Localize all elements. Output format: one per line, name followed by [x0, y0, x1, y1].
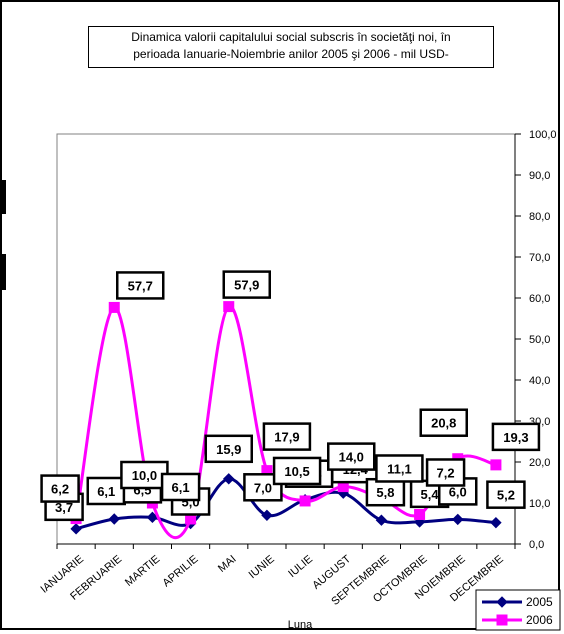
data-label-text: 10,5: [284, 464, 309, 479]
data-label-box: [160, 472, 201, 502]
data-label-text: 11,1: [387, 461, 412, 476]
y-tick-label: 50,0: [529, 334, 550, 346]
y-tick-label: 40,0: [529, 375, 550, 387]
data-point-2006: [108, 301, 120, 313]
data-label-box: [491, 422, 541, 452]
data-label: 10,5: [272, 456, 322, 486]
y-tick-label: 80,0: [529, 211, 550, 223]
series-line-2006: [74, 305, 497, 540]
legend-marker-2005: [496, 596, 508, 608]
y-tick-label: 100,0: [529, 129, 557, 141]
data-label-text: 15,9: [216, 442, 241, 457]
data-label: 14,0: [327, 442, 376, 471]
data-label-box: [243, 473, 283, 502]
x-tick-label: IULIE: [286, 553, 315, 580]
data-label-text: 57,9: [234, 278, 259, 293]
x-tick-label: APRILIE: [160, 553, 200, 589]
data-label: 20,8: [419, 408, 468, 437]
data-point-2005: [452, 513, 464, 526]
data-label-text: 19,3: [503, 430, 528, 445]
chart-title-line-1: Dinamica valorii capitalului social subs…: [131, 30, 451, 44]
data-label: 5,8: [365, 477, 406, 507]
legend-label-2005: 2005: [526, 595, 553, 609]
legend-label-2006: 2006: [526, 613, 553, 627]
legend-box: [475, 589, 561, 631]
data-label: 19,3: [491, 422, 541, 452]
data-point-2006: [490, 459, 502, 471]
data-label-box: [419, 408, 468, 437]
data-label: 7,0: [243, 473, 283, 502]
y-tick-label: 70,0: [529, 252, 550, 264]
data-label: 6,1: [160, 472, 201, 502]
data-label-box: [204, 434, 253, 464]
data-point-2006: [223, 301, 235, 313]
legend-marker-2006: [496, 614, 508, 626]
data-label-text: 5,2: [497, 488, 515, 503]
data-label: 57,7: [116, 271, 165, 300]
data-label-text: 6,1: [97, 484, 115, 499]
y-tick-label: 10,0: [529, 498, 550, 510]
data-point-2005: [490, 516, 502, 529]
y-tick-label: 90,0: [529, 170, 550, 182]
data-point-2006: [414, 508, 426, 520]
data-label: 6,1: [86, 476, 126, 506]
data-label-box: [262, 422, 312, 451]
data-label-text: 5,4: [421, 487, 440, 502]
data-label: 17,9: [262, 422, 312, 451]
chart-title-line-2: perioada Ianuarie-Noiembrie anilor 2005 …: [133, 47, 449, 61]
data-label: 11,1: [375, 454, 424, 483]
data-label-box: [486, 480, 526, 509]
chart-title: Dinamica valorii capitalului social subs…: [88, 26, 494, 68]
data-label-box: [375, 454, 424, 483]
data-label-box: [86, 476, 126, 506]
data-point-2006: [299, 495, 311, 507]
edge-mark: [2, 180, 6, 214]
data-label-text: 7,0: [254, 480, 272, 495]
x-axis-label: Luna: [288, 619, 313, 631]
data-label-text: 5,8: [376, 485, 394, 500]
data-label-box: [327, 442, 376, 471]
data-point-2005: [108, 513, 120, 525]
data-point-2005: [375, 514, 388, 526]
data-label-text: 57,7: [128, 278, 153, 293]
data-label-text: 3,7: [55, 500, 73, 515]
x-tick-label: MAI: [216, 553, 239, 575]
y-tick-label: 0,0: [529, 539, 544, 551]
data-point-2005: [70, 523, 82, 535]
data-label: 10,0: [120, 460, 169, 490]
data-label-box: [222, 270, 271, 299]
data-label: 15,9: [204, 434, 253, 464]
data-point-2005: [223, 473, 235, 485]
data-label: 57,9: [222, 270, 271, 299]
data-label-box: [40, 474, 80, 503]
series-2005: [70, 473, 502, 535]
data-label: 7,2: [425, 458, 466, 487]
x-tick-label: IUNIE: [247, 553, 277, 581]
data-label-text: 14,0: [339, 450, 364, 465]
data-label-box: [116, 271, 165, 300]
data-label-text: 20,8: [431, 416, 456, 431]
y-tick-label: 60,0: [529, 293, 550, 305]
data-label-text: 6,1: [172, 480, 190, 495]
data-label: 5,2: [486, 480, 526, 509]
y-tick-label: 20,0: [529, 457, 550, 469]
data-label: 6,2: [40, 474, 80, 503]
x-tick-label: MARTIE: [123, 553, 162, 589]
data-label-text: 17,9: [274, 430, 299, 445]
data-point-2005: [261, 509, 273, 522]
data-point-2005: [146, 511, 159, 524]
legend: 2005 2006: [475, 589, 561, 631]
data-label-text: 7,2: [437, 465, 455, 480]
data-label-box: [120, 460, 169, 490]
data-label-text: 6,0: [449, 484, 467, 499]
edge-mark: [2, 254, 6, 290]
data-label-box: [425, 458, 466, 487]
data-label-text: 6,2: [51, 482, 69, 497]
data-label-box: [272, 456, 322, 486]
data-label-text: 10,0: [132, 468, 157, 483]
